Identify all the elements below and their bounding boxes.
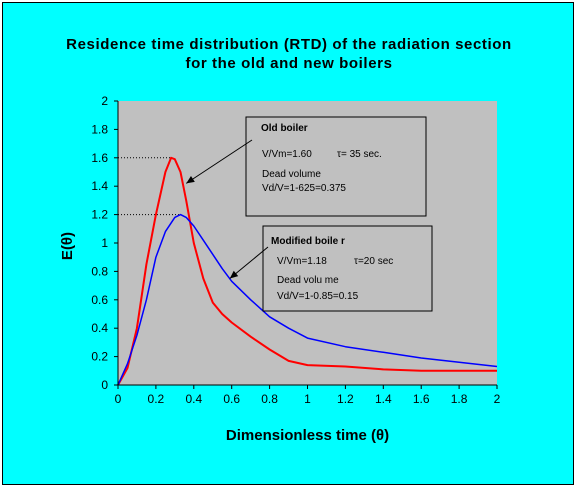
x-tick-label: 1.4 bbox=[375, 392, 392, 406]
y-tick-label: 0.6 bbox=[91, 293, 108, 307]
modified-boiler-annotation-box bbox=[262, 225, 433, 312]
modified-boiler-dead-volume-value: Vd/V=1-0.85=0.15 bbox=[277, 291, 359, 302]
old-boiler-arrow bbox=[185, 139, 253, 184]
old-boiler-heading: Old boiler bbox=[261, 123, 308, 134]
old-boiler-arrowhead bbox=[186, 176, 195, 184]
modified-boiler-arrow bbox=[229, 246, 269, 279]
x-tick-label: 0.4 bbox=[185, 392, 202, 406]
y-tick-label: 1.4 bbox=[91, 179, 108, 193]
modified-boiler-dead-volume-label: Dead volu me bbox=[277, 275, 339, 286]
x-tick-label: 2 bbox=[494, 392, 501, 406]
series-line-modified bbox=[117, 213, 498, 386]
old-boiler-annotation: Old boiler V/Vm=1.60 τ= 35 sec. Dead vol… bbox=[185, 116, 427, 217]
x-ticks: 0 0.2 0.4 0.6 0.8 1 1.2 1.4 1.6 1.8 2 bbox=[115, 385, 501, 406]
x-tick-label: 0 bbox=[115, 392, 122, 406]
old-boiler-dead-volume-value: Vd/V=1-625=0.375 bbox=[262, 183, 346, 194]
y-tick-label: 2 bbox=[101, 94, 108, 108]
x-tick-label: 0.6 bbox=[223, 392, 240, 406]
y-tick-label: 1.2 bbox=[91, 208, 108, 222]
modified-boiler-annotation: Modified boile r V/Vm=1.18 τ=20 sec Dead… bbox=[229, 225, 433, 312]
old-boiler-annotation-box bbox=[245, 116, 427, 217]
y-tick-label: 0.2 bbox=[91, 350, 108, 364]
series-layer bbox=[117, 156, 498, 386]
y-tick-label: 1.8 bbox=[91, 122, 108, 136]
series-line-old bbox=[117, 156, 497, 386]
x-tick-label: 1 bbox=[304, 392, 311, 406]
x-tick-label: 1.2 bbox=[337, 392, 354, 406]
modified-boiler-tau: τ=20 sec bbox=[354, 256, 393, 267]
old-boiler-tau: τ= 35 sec. bbox=[337, 149, 382, 160]
y-tick-label: 0.4 bbox=[91, 321, 108, 335]
y-ticks: 0 0.2 0.4 0.6 0.8 1 1.2 1.4 1.6 1.8 2 bbox=[91, 94, 118, 392]
x-tick-label: 1.6 bbox=[413, 392, 430, 406]
old-boiler-dead-volume-label: Dead volume bbox=[262, 169, 321, 180]
x-axis-label: Dimensionless time (θ) bbox=[226, 427, 389, 444]
x-tick-label: 1.8 bbox=[451, 392, 468, 406]
modified-boiler-heading: Modified boile r bbox=[271, 236, 345, 247]
y-tick-label: 1 bbox=[101, 236, 108, 250]
y-tick-label: 1.6 bbox=[91, 151, 108, 165]
chart-title-line-2: for the old and new boilers bbox=[185, 55, 393, 72]
y-tick-label: 0 bbox=[101, 378, 108, 392]
modified-boiler-arrowhead bbox=[229, 270, 239, 279]
old-boiler-ratio: V/Vm=1.60 bbox=[262, 149, 312, 160]
modified-boiler-ratio: V/Vm=1.18 bbox=[277, 256, 327, 267]
y-axis-label: E(θ) bbox=[59, 232, 76, 260]
x-tick-label: 0.8 bbox=[261, 392, 278, 406]
y-tick-label: 0.8 bbox=[91, 264, 108, 278]
x-tick-label: 0.2 bbox=[148, 392, 165, 406]
chart-title-line-1: Residence time distribution (RTD) of the… bbox=[66, 36, 512, 53]
